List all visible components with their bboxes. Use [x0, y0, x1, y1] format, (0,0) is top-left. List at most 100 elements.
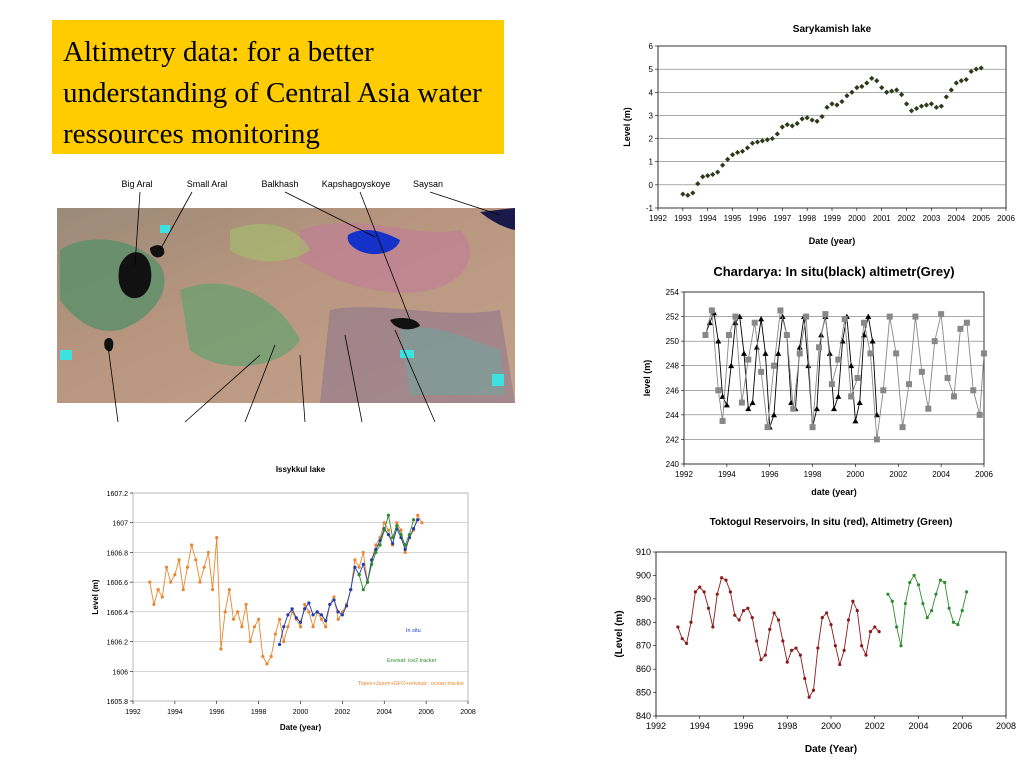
data-point: [403, 550, 407, 555]
data-point: [319, 617, 324, 621]
data-point: [825, 611, 829, 615]
data-point: [948, 87, 954, 93]
data-point: [913, 105, 920, 112]
data-point: [925, 616, 929, 620]
x-tick-label: 2002: [865, 721, 885, 731]
x-tick-label: 1998: [798, 214, 816, 223]
data-point: [395, 524, 399, 528]
data-point: [938, 311, 945, 318]
data-point: [746, 606, 750, 610]
data-point: [842, 648, 846, 652]
y-tick-label: 870: [636, 641, 651, 651]
data-point: [403, 543, 407, 547]
x-tick-label: 2004: [932, 470, 950, 479]
chart-title: Toktogul Reservoirs, In situ (red), Alti…: [710, 517, 953, 528]
data-point: [294, 616, 298, 620]
data-point: [750, 616, 754, 620]
data-point: [751, 319, 758, 326]
data-point: [690, 190, 696, 196]
data-point: [282, 625, 286, 629]
data-point: [928, 101, 935, 107]
data-point: [899, 644, 903, 648]
data-point: [918, 103, 925, 109]
x-axis-label: Date (year): [280, 723, 322, 732]
y-tick-label: 880: [636, 617, 651, 627]
data-point: [785, 660, 789, 664]
data-point: [319, 613, 324, 617]
data-point: [953, 80, 959, 86]
data-point: [357, 565, 361, 569]
data-point: [391, 541, 395, 546]
data-point: [261, 654, 265, 659]
data-point: [407, 533, 411, 537]
data-point: [771, 411, 777, 418]
data-point: [190, 543, 194, 547]
data-point: [723, 402, 730, 408]
data-point: [839, 98, 845, 105]
y-tick-label: 910: [636, 547, 651, 557]
chart-title: Sarykamish lake: [793, 24, 872, 35]
map-label-kapshagoyskoye: Kapshagoyskoye: [322, 179, 391, 189]
data-point: [796, 350, 803, 357]
y-tick-label: 4: [649, 88, 654, 97]
data-point: [960, 608, 964, 613]
map-label-big-aral: Big Aral: [121, 179, 152, 189]
chart-chardarya: Chardarya: In situ(black) altimetr(Grey)…: [622, 260, 1022, 505]
y-tick-label: 254: [666, 288, 680, 297]
x-tick-label: 2000: [293, 709, 309, 716]
data-point: [930, 608, 934, 613]
data-point: [277, 642, 282, 647]
data-point: [864, 80, 870, 86]
data-point: [833, 644, 837, 648]
legend-entry: Topex+Jason+GFO+envisat : ocean tracker: [358, 681, 464, 687]
data-point: [416, 513, 420, 517]
data-point: [880, 387, 887, 394]
data-point: [370, 558, 374, 562]
data-point: [332, 598, 336, 602]
data-point: [861, 319, 867, 326]
y-tick-label: 1606.6: [107, 580, 129, 587]
data-point: [732, 313, 739, 320]
data-point: [715, 387, 722, 394]
data-point: [344, 604, 349, 608]
data-point: [865, 313, 872, 319]
data-point: [739, 148, 746, 154]
data-point: [822, 311, 829, 318]
data-point: [298, 620, 303, 624]
data-point: [374, 550, 378, 555]
x-tick-label: 2000: [848, 214, 866, 223]
data-point: [728, 590, 732, 594]
data-point: [715, 338, 722, 344]
data-point: [789, 123, 795, 129]
data-point: [715, 592, 719, 596]
y-tick-label: 5: [649, 65, 654, 74]
data-point: [210, 587, 215, 592]
data-point: [336, 617, 340, 621]
data-point: [873, 436, 880, 443]
x-tick-label: 1998: [251, 709, 267, 716]
data-point: [724, 578, 728, 582]
x-tick-label: 2003: [923, 214, 941, 223]
data-point: [391, 535, 395, 540]
x-tick-label: 1998: [777, 721, 797, 731]
x-tick-label: 2004: [376, 709, 392, 716]
x-tick-label: 1994: [167, 709, 183, 716]
data-point: [693, 590, 697, 594]
x-axis-label: Date (Year): [805, 744, 857, 755]
y-tick-label: 246: [666, 386, 680, 395]
data-point: [981, 350, 987, 357]
data-point: [759, 658, 763, 662]
data-point: [702, 332, 709, 338]
data-point: [399, 533, 403, 537]
data-point: [803, 313, 810, 320]
x-tick-label: 2005: [972, 214, 990, 223]
data-point: [700, 174, 706, 180]
data-point: [741, 608, 746, 613]
data-point: [741, 350, 747, 356]
data-point: [720, 576, 724, 580]
data-point: [848, 362, 855, 369]
data-point: [164, 565, 169, 569]
data-point: [916, 583, 921, 587]
data-point: [733, 613, 737, 617]
plot-area: [655, 551, 1007, 717]
